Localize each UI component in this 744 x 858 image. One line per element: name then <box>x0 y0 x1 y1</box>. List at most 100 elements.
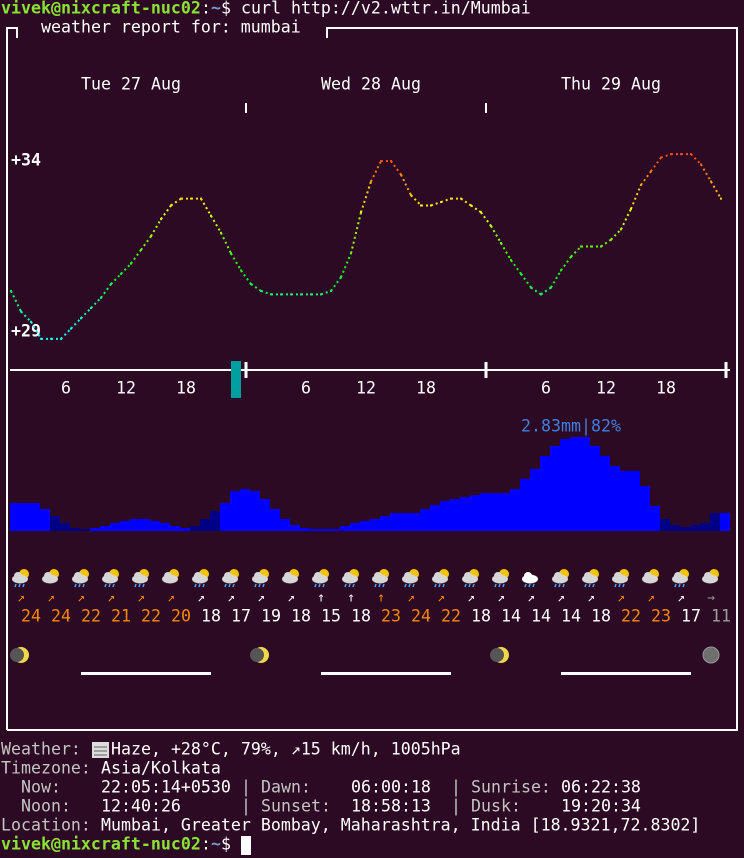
cloud <box>674 572 682 580</box>
info-label: Sunset: <box>261 797 331 816</box>
cloud <box>554 572 562 580</box>
weather-icon <box>402 569 419 588</box>
temperature-dots <box>400 174 412 196</box>
temperature-point <box>60 337 62 340</box>
rain <box>674 583 677 588</box>
prompt-path: ~ <box>211 835 221 854</box>
weather-icon <box>102 569 119 588</box>
rain <box>382 583 385 588</box>
rain <box>348 583 351 588</box>
cursor[interactable] <box>241 836 251 855</box>
temperature-dots <box>550 269 562 289</box>
wind-direction: ↗ <box>77 591 85 606</box>
wind-speed: 24 <box>411 607 431 626</box>
temperature-dots <box>370 160 382 182</box>
temperature-point <box>620 228 622 231</box>
precipitation-bar <box>330 529 340 531</box>
temperature-point <box>70 327 72 330</box>
wind-speed: 22 <box>621 607 641 626</box>
rain <box>228 583 231 588</box>
y-tick-label: +34 <box>11 151 41 170</box>
precipitation-bar <box>370 519 380 531</box>
day-label: Wed 28 Aug <box>321 75 421 94</box>
wind-speed: 22 <box>441 607 461 626</box>
precipitation-bar <box>220 503 230 531</box>
temperature-point <box>280 293 282 296</box>
x-tick-label: 18 <box>176 379 196 398</box>
wind-speed: 20 <box>171 607 191 626</box>
precipitation-bar <box>500 493 510 531</box>
prompt-sep: : <box>201 0 211 18</box>
cloud <box>404 572 412 580</box>
temperature-point <box>300 293 302 296</box>
temperature-point <box>500 242 502 245</box>
temperature-dots <box>610 228 622 241</box>
precipitation-bar <box>400 513 410 531</box>
temperature-point <box>10 289 12 292</box>
wind-direction: ↗ <box>617 591 625 606</box>
weather-icon <box>282 569 299 584</box>
temperature-dots <box>30 321 42 340</box>
rain <box>254 583 257 588</box>
moon-icon <box>490 647 509 663</box>
precipitation-bar <box>610 465 620 531</box>
temperature-point <box>30 320 32 323</box>
temperature-point <box>270 293 272 296</box>
temperature-point <box>610 238 612 241</box>
info-label: Dusk: <box>471 797 521 816</box>
precipitation-bar <box>320 529 330 531</box>
weather-icon <box>702 569 719 584</box>
wind-speed: 22 <box>81 607 101 626</box>
wind-direction: ↗ <box>137 591 145 606</box>
rain <box>682 583 685 588</box>
temperature-point <box>130 262 132 265</box>
cloud <box>704 572 712 580</box>
x-tick-label: 6 <box>301 379 311 398</box>
temperature-point <box>510 259 512 262</box>
rain <box>622 583 625 588</box>
info-value: 06:00:18 <box>351 778 431 797</box>
precipitation-bar <box>270 509 280 531</box>
temperature-dots <box>170 197 182 207</box>
cloud <box>254 572 262 580</box>
precipitation-bar <box>10 503 20 531</box>
weather-icon <box>222 569 239 588</box>
rain <box>678 583 681 588</box>
precipitation-bar <box>50 516 60 531</box>
cloud <box>134 572 142 580</box>
temperature-point <box>230 252 232 255</box>
info-value: 06:22:38 <box>561 778 641 797</box>
temperature-dots <box>90 297 102 309</box>
temperature-point <box>370 180 372 183</box>
rain <box>498 583 501 588</box>
temperature-dots <box>10 290 22 312</box>
fog-icon <box>92 742 109 758</box>
prompt-symbol: $ <box>221 0 231 18</box>
temperature-point <box>160 218 162 221</box>
temperature-point <box>120 272 122 275</box>
temperature-point <box>420 204 422 207</box>
wind-direction: ↗ <box>497 591 505 606</box>
wind-direction: ↑ <box>347 591 355 606</box>
temperature-dots <box>490 225 502 244</box>
precipitation-bar <box>380 516 390 531</box>
rain <box>532 583 535 588</box>
rain <box>378 583 381 588</box>
moon-shadow <box>10 648 24 662</box>
weather-icon <box>132 569 149 588</box>
precipitation-bar <box>190 526 200 531</box>
precipitation-bar <box>70 528 80 531</box>
prompt-command: curl http://v2.wttr.in/Mumbai <box>241 0 531 18</box>
precipitation-bar <box>150 521 160 531</box>
wind-direction: ↗ <box>527 591 535 606</box>
precipitation-bar <box>90 528 100 531</box>
rain <box>224 583 227 588</box>
wind-speed: 24 <box>21 607 41 626</box>
rain <box>108 583 111 588</box>
info-label: Dawn: <box>261 778 311 797</box>
precipitation-bar <box>300 528 310 531</box>
temperature-dots <box>60 327 72 340</box>
prompt-user: vivek@nixcraft-nuc02 <box>1 0 201 18</box>
temperature-dots <box>500 242 512 261</box>
separator: | <box>451 778 461 797</box>
